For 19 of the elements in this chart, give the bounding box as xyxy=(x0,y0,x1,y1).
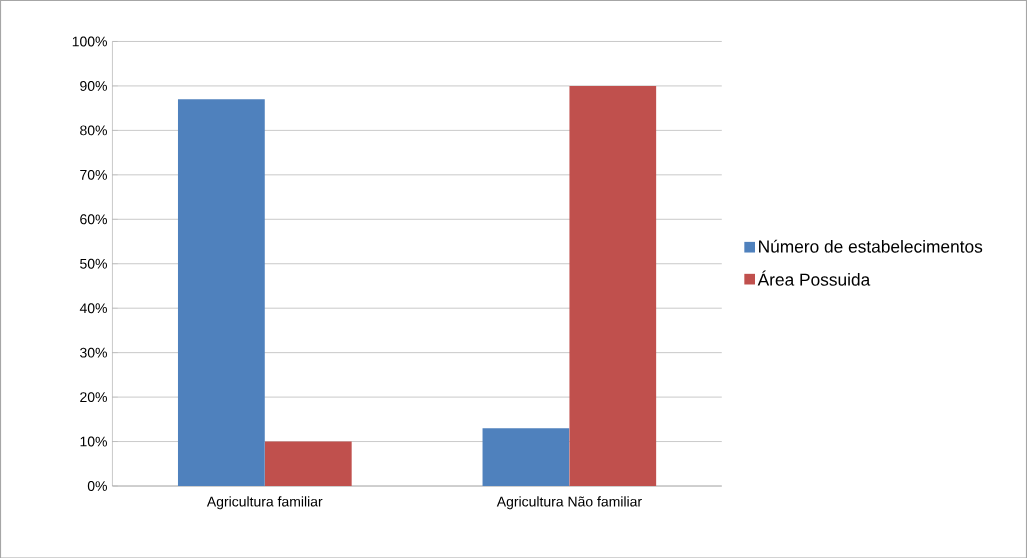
y-tick-label: 80% xyxy=(80,125,107,136)
x-tick-label: Agricultura familiar xyxy=(206,496,323,510)
y-tick-label: 10% xyxy=(80,436,107,447)
y-tick-label: 50% xyxy=(80,258,107,269)
y-tick-label: 70% xyxy=(80,169,107,180)
y-tick-label: 100% xyxy=(72,36,107,47)
y-tick-label: 0% xyxy=(87,480,107,491)
y-tick-label: 60% xyxy=(80,214,107,225)
y-tick-label: 30% xyxy=(80,347,107,358)
legend-label: Área Possuida xyxy=(757,270,871,286)
y-tick-label: 90% xyxy=(80,80,107,91)
legend-label: Número de estabelecimentos xyxy=(759,239,983,253)
bar xyxy=(482,427,570,486)
y-tick-label: 20% xyxy=(80,391,107,402)
bar xyxy=(264,441,352,486)
bar xyxy=(569,85,657,486)
bar xyxy=(177,99,265,486)
x-tick-label: Agricultura Não familiar xyxy=(496,496,642,510)
y-tick-label: 40% xyxy=(79,303,107,313)
